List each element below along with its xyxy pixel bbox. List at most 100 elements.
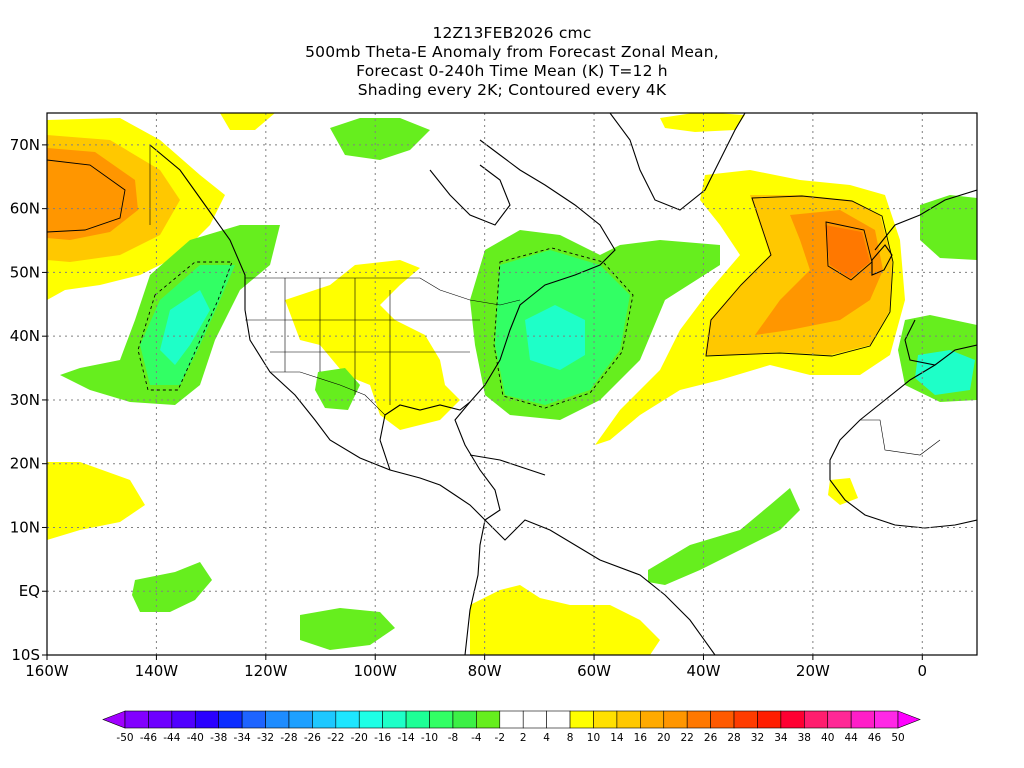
lat-tick-label: 70N <box>10 136 40 154</box>
political-borders <box>149 145 941 456</box>
colorbar-label: -28 <box>280 732 297 744</box>
coast-cuba <box>469 454 546 476</box>
colorbar-label: -46 <box>140 732 157 744</box>
colorbar-label: 10 <box>587 732 600 744</box>
shade-alaska-darkorange <box>47 148 138 240</box>
map-title-block: 12Z13FEB2026 cmc 500mb Theta-E Anomaly f… <box>0 24 1024 100</box>
colorbar-swatch <box>804 710 829 729</box>
colorbar-swatch <box>569 710 594 729</box>
colorbar-label: 32 <box>751 732 764 744</box>
colorbar-swatch <box>850 710 875 729</box>
contour-ne-atlantic-pos <box>705 195 894 357</box>
coast-south-america <box>484 519 716 655</box>
colorbar-swatch <box>616 710 641 729</box>
shade-atlantic-cyan <box>525 305 585 370</box>
lat-tick-label: 40N <box>10 327 40 345</box>
colorbar-swatch <box>382 710 407 729</box>
lat-tick-label: 30N <box>10 391 40 409</box>
colorbar-label: -40 <box>187 732 204 744</box>
colorbar-swatch <box>686 710 711 729</box>
shade-med-teal <box>915 350 975 395</box>
shade-arctic-green <box>330 118 430 160</box>
coast-south-america-west <box>464 519 486 655</box>
colorbar-swatch <box>241 710 266 729</box>
colorbar-swatch <box>124 710 149 729</box>
colorbar-label: 14 <box>610 732 624 744</box>
border-us-mexico <box>270 371 386 416</box>
contour-atlantic-neg <box>493 247 634 409</box>
colorbar-label: 40 <box>821 732 834 744</box>
coastlines <box>149 113 977 655</box>
coast-europe <box>874 189 977 251</box>
shade-us-yellow <box>285 260 460 430</box>
colorbar-label: 38 <box>798 732 811 744</box>
colorbar-label: -16 <box>374 732 391 744</box>
colorbar-label: -2 <box>495 732 505 744</box>
colorbar-swatch <box>827 710 852 729</box>
shade-eq-pacific-green <box>132 562 212 612</box>
colorbar-label: 16 <box>634 732 648 744</box>
colorbar-swatch <box>452 710 477 729</box>
title-field-line: 500mb Theta-E Anomaly from Forecast Zona… <box>305 43 719 61</box>
colorbar-label: -14 <box>398 732 415 744</box>
colorbar-swatch <box>405 710 430 729</box>
lat-tick-label: 20N <box>10 455 40 473</box>
shade-africa-yellow <box>828 478 858 505</box>
colorbar-label: -34 <box>234 732 251 744</box>
colorbar-label: 44 <box>844 732 858 744</box>
coast-uk <box>871 244 893 276</box>
colorbar-label: -50 <box>116 732 133 744</box>
colorbar-swatch <box>312 710 337 729</box>
title-forecast-line: Forecast 0-240h Time Mean (K) T=12 h <box>356 62 668 80</box>
lon-tick-label: 60W <box>577 662 611 680</box>
plot-area <box>47 113 977 655</box>
coast-gulf-mexico <box>379 401 471 471</box>
colorbar-label: 4 <box>543 732 550 744</box>
anomaly-contours <box>47 159 894 409</box>
colorbar-swatch <box>710 710 735 729</box>
colorbar-swatch <box>194 710 219 729</box>
colorbar-swatch <box>663 710 688 729</box>
lat-tick-label: 50N <box>10 263 40 281</box>
colorbar-label: 26 <box>704 732 718 744</box>
lat-tick-label: 60N <box>10 200 40 218</box>
plot-frame <box>46 112 978 656</box>
coast-hudson-bay <box>429 164 511 226</box>
colorbar-label: 2 <box>520 732 527 744</box>
lon-tick-label: 20W <box>796 662 830 680</box>
contour-ne-atlantic-pos-inner <box>825 221 873 281</box>
coast-africa <box>829 364 977 529</box>
title-shading-line: Shading every 2K; Contoured every 4K <box>357 81 667 99</box>
colorbar-label: 46 <box>868 732 882 744</box>
lon-tick-label: 80W <box>468 662 502 680</box>
coast-north-america-west <box>149 144 486 521</box>
colorbar-label: 34 <box>774 732 788 744</box>
colorbar-swatch <box>218 710 243 729</box>
colorbar-label: -26 <box>304 732 321 744</box>
colorbar-swatch <box>733 710 758 729</box>
coast-north-america-east <box>454 139 616 521</box>
lon-tick-label: 120W <box>244 662 288 680</box>
lat-tick-label: 10S <box>11 646 40 664</box>
lat-tick-label: EQ <box>19 582 40 600</box>
colorbar-label: -32 <box>257 732 274 744</box>
colorbar-swatch <box>780 710 805 729</box>
shade-eq-pacific-green-2 <box>300 608 395 650</box>
colorbar-swatch <box>874 710 899 729</box>
title-run-line: 12Z13FEB2026 cmc <box>432 24 592 42</box>
colorbar-swatch <box>171 710 196 729</box>
shade-south-america-yellow <box>470 585 660 655</box>
colorbar-label: -22 <box>327 732 344 744</box>
border-us-canada <box>245 277 521 306</box>
colorbar-label: -44 <box>163 732 180 744</box>
colorbar-swatch <box>335 710 360 729</box>
colorbar-label: 20 <box>657 732 670 744</box>
colorbar-label: 28 <box>727 732 740 744</box>
coast-greenland <box>609 113 746 211</box>
colorbar-swatch <box>476 710 501 729</box>
colorbar-label: -38 <box>210 732 227 744</box>
colorbar-label: -20 <box>351 732 368 744</box>
shade-arctic-yellow <box>660 113 745 132</box>
colorbar-label: 22 <box>680 732 693 744</box>
